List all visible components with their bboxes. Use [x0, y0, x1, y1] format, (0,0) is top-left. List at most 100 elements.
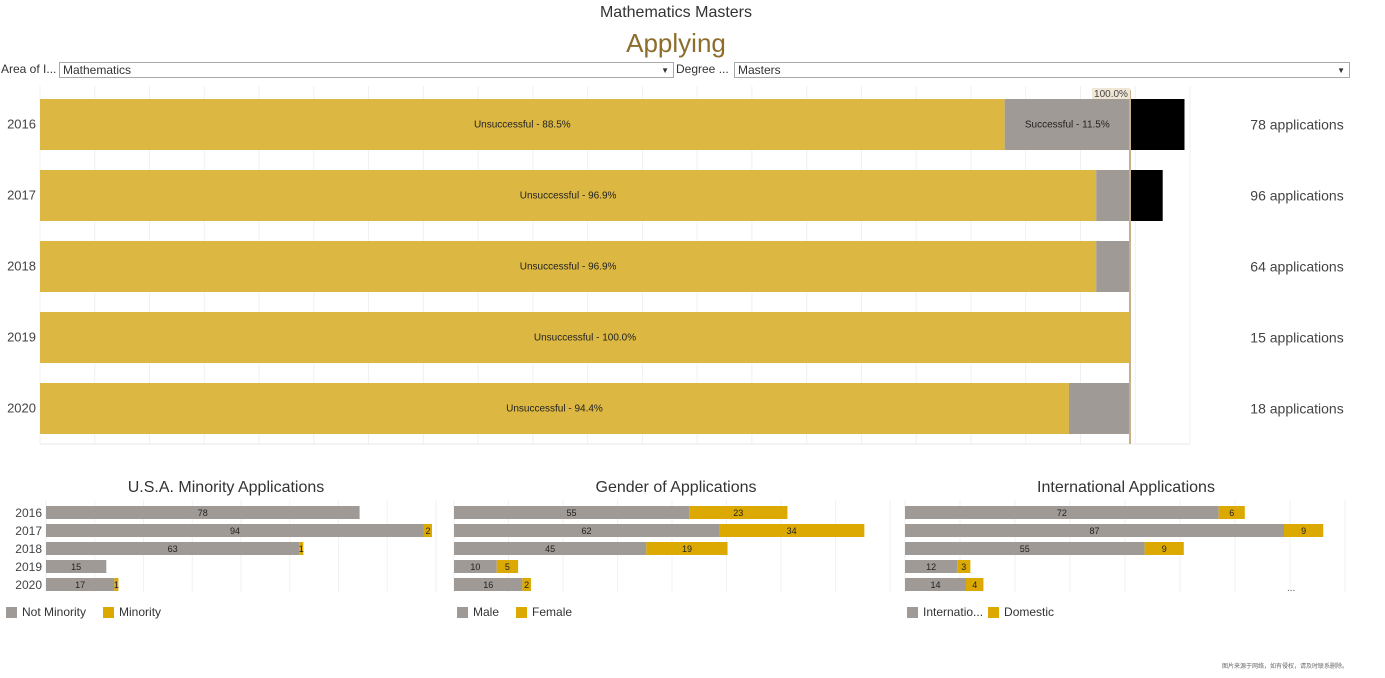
year-label: 2019: [7, 330, 36, 345]
bar-value-label: 1: [114, 580, 119, 590]
bar-segment-primary: [905, 506, 1219, 519]
bar-segment-primary: [454, 524, 720, 537]
bar-value-label: 94: [230, 526, 240, 536]
bar-excess: [1130, 99, 1185, 150]
legend-swatch: [457, 606, 468, 618]
year-label: 2019: [15, 560, 42, 574]
bar-value-label: 87: [1089, 526, 1099, 536]
area-filter-value: Mathematics: [63, 63, 132, 77]
bar-segment-primary: [454, 578, 523, 591]
legend-swatch: [6, 606, 17, 618]
legend-item-domestic[interactable]: Domestic: [988, 605, 1054, 619]
year-label: 2020: [7, 401, 36, 416]
chevron-down-icon: ▼: [1337, 66, 1345, 75]
bar-value-label: 55: [1020, 544, 1030, 554]
legend-item-minority[interactable]: Minority: [103, 605, 161, 619]
bar-segment-primary: [46, 524, 424, 537]
bar-segment-secondary: [1284, 524, 1324, 537]
bar-segment-primary: [46, 506, 360, 519]
bar-segment-secondary: [423, 524, 432, 537]
bar-value-label: 12: [926, 562, 936, 572]
year-label: 2017: [15, 524, 42, 538]
applying-chart: Unsuccessful - 88.5% Successful - 11.5% 20…: [7, 86, 1344, 445]
legend-swatch: [988, 606, 1000, 618]
bar-label-successful: Successful - 11.5%: [1025, 120, 1110, 131]
bar-segment-secondary: [965, 578, 984, 591]
reference-label: 100.0%: [1094, 89, 1128, 100]
applications-label: 64 applications: [1250, 259, 1343, 275]
legend-item-international[interactable]: Internatio...: [907, 605, 983, 619]
bar-segment-primary: [454, 506, 690, 519]
bar-label-unsuccessful: Unsuccessful - 96.9%: [520, 262, 617, 273]
bar-value-label: 23: [733, 508, 743, 518]
bar-value-label: 63: [168, 544, 178, 554]
bar-value-label: 1: [299, 544, 304, 554]
bar-value-label: 16: [483, 580, 493, 590]
bar-segment-primary: [46, 560, 107, 573]
bar-value-label: 78: [198, 508, 208, 518]
bar-label-unsuccessful: Unsuccessful - 100.0%: [534, 333, 636, 344]
bar-successful: [1068, 383, 1130, 434]
bar-value-label: 62: [582, 526, 592, 536]
bar-successful: [1004, 99, 1130, 150]
bar-segment-secondary: [1144, 542, 1184, 555]
page-title: Mathematics Masters: [599, 4, 753, 21]
bar-label-unsuccessful: Unsuccessful - 96.9%: [520, 191, 617, 202]
legend-item-male[interactable]: Male: [457, 605, 499, 619]
bar-value-label: 9: [1301, 526, 1306, 536]
bar-segment-secondary: [1218, 506, 1245, 519]
bar-segment-secondary: [689, 506, 788, 519]
year-label: 2016: [7, 117, 36, 132]
degree-filter-select[interactable]: Masters ▼: [734, 62, 1350, 78]
bar-value-label: 6: [1229, 508, 1234, 518]
legend-item-not-minority[interactable]: Not Minority: [6, 605, 86, 619]
bar-segment-secondary: [496, 560, 519, 573]
reference-label-bg: [1092, 88, 1130, 99]
year-label: 2018: [15, 542, 42, 556]
bar-value-label: 72: [1057, 508, 1067, 518]
bar-successful: [1096, 170, 1130, 221]
area-filter-label: Area of I...: [1, 62, 57, 76]
bar-segment-secondary: [114, 578, 119, 591]
legend-item-female[interactable]: Female: [516, 605, 572, 619]
applications-label: 18 applications: [1250, 401, 1343, 417]
bar-value-label: 2: [524, 580, 529, 590]
year-label: 2020: [15, 578, 42, 592]
bar-value-label: 55: [567, 508, 577, 518]
degree-filter-value: Masters: [738, 63, 781, 77]
applications-label: 96 applications: [1250, 188, 1343, 204]
chevron-down-icon: ▼: [661, 66, 669, 75]
area-filter-select[interactable]: Mathematics ▼: [59, 62, 674, 78]
bar-unsuccessful: [40, 170, 1097, 221]
bar-successful: [1096, 241, 1130, 292]
bar-value-label: 34: [787, 526, 797, 536]
bar-segment-primary: [46, 578, 115, 591]
bar-unsuccessful: [40, 241, 1097, 292]
applications-label: 78 applications: [1250, 117, 1343, 133]
bar-value-label: 14: [930, 580, 940, 590]
year-label: 2016: [15, 506, 42, 520]
bar-segment-secondary: [957, 560, 971, 573]
legend-swatch: [907, 606, 918, 618]
bar-segment-primary: [905, 542, 1145, 555]
footnote: 图片来源于网络，如有侵权，请及时联系删除。: [1221, 664, 1348, 670]
bar-value-label: 17: [75, 580, 85, 590]
bar-segment-primary: [905, 560, 958, 573]
bar-segment-primary: [905, 524, 1285, 537]
more-ellipsis[interactable]: ...: [1287, 583, 1296, 594]
bar-value-label: 15: [71, 562, 81, 572]
bar-unsuccessful: [40, 99, 1005, 150]
bar-excess: [1130, 170, 1163, 221]
bar-value-label: 10: [470, 562, 480, 572]
bar-value-label: 45: [545, 544, 555, 554]
applications-label: 15 applications: [1250, 330, 1343, 346]
degree-filter-label: Degree ...: [676, 62, 729, 76]
bar-value-label: 4: [972, 580, 977, 590]
bar-segment-secondary: [646, 542, 728, 555]
year-label: 2017: [7, 188, 36, 203]
legend-swatch: [516, 606, 528, 618]
bar-value-label: 5: [505, 562, 510, 572]
international-legend: Internatio... Domestic: [907, 605, 1071, 619]
bar-unsuccessful: [40, 312, 1130, 363]
minority-chart-title: U.S.A. Minority Applications: [127, 479, 325, 496]
